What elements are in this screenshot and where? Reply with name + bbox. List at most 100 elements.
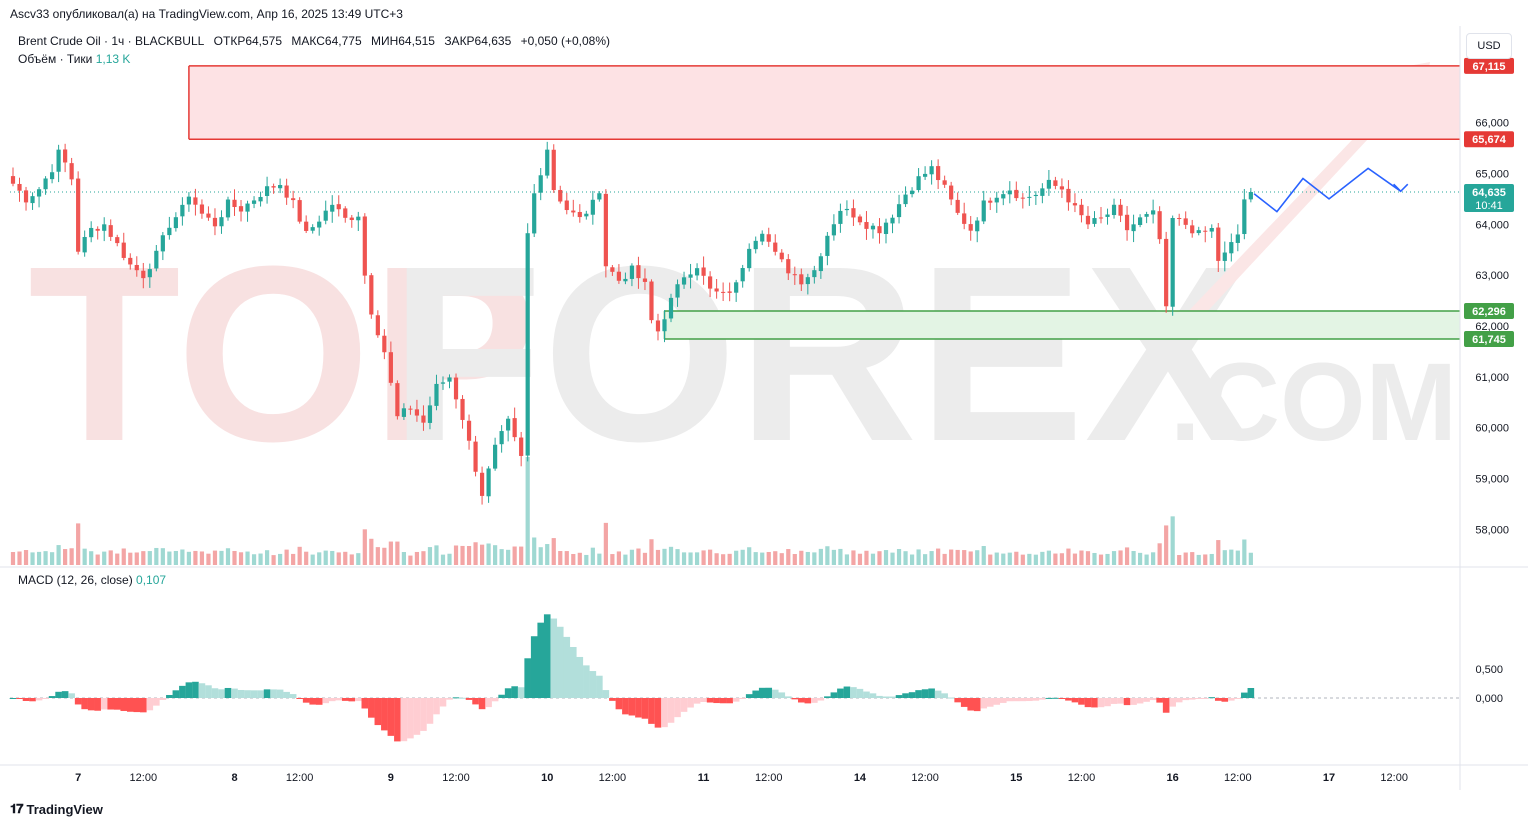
candle[interactable] [590, 190, 595, 225]
candle[interactable] [584, 210, 589, 220]
candle[interactable] [1053, 176, 1058, 190]
candle[interactable] [942, 175, 947, 188]
candle[interactable] [23, 186, 29, 211]
candle[interactable] [1235, 224, 1240, 252]
candle[interactable] [427, 396, 433, 430]
candle[interactable] [343, 206, 348, 223]
candle[interactable] [1092, 211, 1097, 227]
candle[interactable] [577, 204, 582, 223]
candle[interactable] [838, 203, 843, 233]
candle[interactable] [1014, 181, 1019, 202]
candle[interactable] [180, 197, 185, 226]
candle[interactable] [708, 271, 713, 298]
candle[interactable] [714, 278, 719, 299]
candle[interactable] [388, 341, 393, 386]
candle[interactable] [753, 236, 758, 254]
candle[interactable] [903, 186, 908, 208]
symbol-name[interactable]: Brent Crude Oil · 1ч · BLACKBULL [18, 34, 205, 48]
candle[interactable] [655, 313, 661, 341]
candle[interactable] [779, 249, 784, 263]
candle[interactable] [532, 184, 537, 238]
candle[interactable] [649, 279, 654, 324]
candle[interactable] [82, 230, 87, 257]
candle[interactable] [30, 192, 35, 210]
volume-label[interactable]: Объём · Тики [18, 52, 93, 66]
candle[interactable] [1118, 199, 1123, 223]
candle[interactable] [1066, 180, 1071, 211]
candle[interactable] [1033, 191, 1038, 205]
candle[interactable] [688, 263, 693, 289]
candle[interactable] [1124, 206, 1130, 241]
candle[interactable] [382, 329, 387, 360]
candle[interactable] [219, 210, 224, 234]
candle[interactable] [831, 214, 836, 241]
candle[interactable] [284, 178, 289, 205]
candle[interactable] [310, 224, 315, 234]
candle[interactable] [330, 195, 335, 223]
candle[interactable] [681, 271, 687, 289]
candle[interactable] [264, 176, 270, 204]
candle[interactable] [63, 143, 68, 173]
candle[interactable] [258, 191, 263, 207]
candle[interactable] [870, 223, 876, 239]
candle[interactable] [668, 293, 674, 323]
candle[interactable] [401, 403, 406, 420]
candle[interactable] [506, 415, 511, 442]
candle[interactable] [1027, 186, 1032, 206]
candle[interactable] [1098, 206, 1104, 224]
candle[interactable] [466, 414, 472, 450]
candle[interactable] [421, 405, 426, 431]
candle[interactable] [10, 167, 16, 187]
candle[interactable] [662, 310, 667, 343]
candle[interactable] [89, 221, 94, 243]
candle[interactable] [1248, 187, 1253, 203]
candle[interactable] [766, 227, 771, 247]
candle[interactable] [134, 256, 139, 277]
candle[interactable] [968, 216, 973, 241]
candle[interactable] [571, 199, 576, 217]
candle[interactable] [108, 219, 113, 241]
candle[interactable] [232, 189, 237, 216]
candle[interactable] [923, 166, 928, 180]
candle[interactable] [121, 232, 126, 261]
candle[interactable] [408, 405, 413, 415]
candle[interactable] [167, 216, 172, 240]
candle[interactable] [440, 376, 446, 390]
candle[interactable] [69, 157, 74, 186]
candle[interactable] [975, 217, 980, 243]
candle[interactable] [564, 192, 569, 215]
candle[interactable] [128, 253, 133, 270]
candle[interactable] [56, 144, 61, 183]
candle[interactable] [43, 176, 48, 195]
candle[interactable] [929, 160, 934, 185]
macd-label[interactable]: MACD (12, 26, close) [18, 573, 133, 587]
candle[interactable] [1085, 206, 1091, 230]
candle[interactable] [395, 380, 400, 420]
candle[interactable] [623, 272, 628, 285]
candle[interactable] [962, 202, 967, 230]
candle[interactable] [336, 195, 341, 217]
candle[interactable] [453, 373, 459, 409]
candle[interactable] [304, 215, 309, 234]
candle[interactable] [949, 181, 954, 206]
candle[interactable] [864, 211, 869, 240]
candle[interactable] [760, 230, 765, 246]
candle[interactable] [362, 213, 367, 284]
candle[interactable] [1079, 198, 1084, 223]
candle[interactable] [825, 231, 830, 266]
candle[interactable] [1157, 206, 1162, 244]
candle[interactable] [1007, 181, 1012, 204]
candle[interactable] [323, 200, 328, 225]
candle[interactable] [727, 282, 732, 302]
candle[interactable] [642, 268, 648, 291]
candle[interactable] [1183, 211, 1188, 230]
candle[interactable] [1209, 224, 1214, 238]
candle[interactable] [1105, 208, 1110, 225]
candle[interactable] [844, 200, 850, 216]
candle[interactable] [102, 217, 107, 242]
candle[interactable] [981, 190, 986, 225]
candle[interactable] [955, 192, 960, 215]
candle[interactable] [636, 256, 641, 289]
candle[interactable] [434, 374, 439, 411]
candle[interactable] [473, 435, 478, 477]
